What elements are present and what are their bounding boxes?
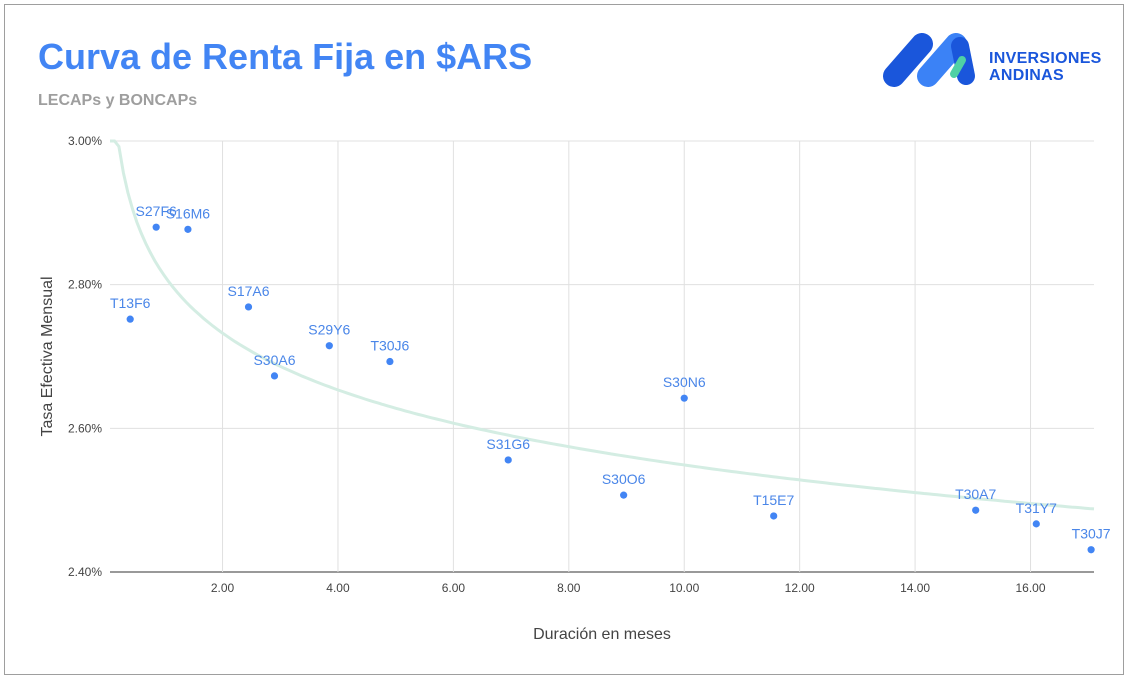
data-point-label: T15E7 [753,492,794,508]
data-point-label: S31G6 [486,436,530,452]
data-point-label: S27F6 [136,203,177,219]
x-tick-label: 8.00 [557,581,581,595]
grid-layer [110,140,1094,573]
points-layer [126,223,1095,554]
x-tick-label: 12.00 [785,581,815,595]
logo-wordmark: INVERSIONES ANDINAS [989,50,1102,84]
y-tick-label: 2.60% [68,421,102,435]
data-point [1032,520,1040,528]
data-point-label: T31Y7 [1016,500,1057,516]
data-point [770,512,778,520]
data-point [386,357,394,366]
y-tick-label: 2.40% [68,565,102,579]
data-point-label: S30N6 [663,374,706,390]
trendline [110,139,1095,511]
data-point-label: T13F6 [110,295,151,311]
data-point-label: S16M6 [166,205,211,221]
data-point-label: S30O6 [602,471,646,487]
data-point [972,506,980,514]
chart-subtitle: LECAPs y BONCAPs [38,92,198,109]
x-tick-label: 16.00 [1016,581,1046,595]
ticks-layer: 2.40% 2.60% 2.80% 3.00% 2.00 4.00 6.00 8.00 10.0… [68,134,1046,595]
data-point [270,372,279,380]
x-axis-title: Duración en meses [533,626,671,643]
data-point [504,456,512,464]
logo-line-2: ANDINAS [989,67,1064,84]
logo-stroke-left [883,33,933,87]
data-point-label: T30A7 [955,486,996,502]
data-point [325,342,333,350]
x-tick-label: 14.00 [900,581,930,595]
logo-line-1: INVERSIONES [989,50,1102,67]
chart-title: Curva de Renta Fija en $ARS [38,36,533,77]
logo-accent [950,56,966,78]
x-tick-label: 6.00 [442,581,466,595]
y-tick-label: 3.00% [68,134,102,148]
data-point-label: S29Y6 [308,322,350,338]
logo-stroke-middle [917,33,967,87]
x-tick-label: 2.00 [211,581,235,595]
y-axis-title: Tasa Efectiva Mensual [39,276,56,436]
data-point [152,223,160,231]
data-point [126,315,134,323]
chart-frame [4,4,1124,675]
data-point-label: S17A6 [227,283,269,299]
inversiones-andinas-logo-icon [883,33,975,87]
x-tick-label: 4.00 [326,581,350,595]
data-point-label: T30J6 [370,338,409,354]
data-point [244,303,253,311]
x-tick-label: 10.00 [669,581,699,595]
data-point [680,394,688,402]
y-tick-label: 2.80% [68,278,102,292]
data-point [184,225,192,233]
data-point [1087,546,1095,554]
data-point-label: S30A6 [253,352,295,368]
data-point [620,491,628,499]
data-point-label: T30J7 [1072,526,1111,542]
